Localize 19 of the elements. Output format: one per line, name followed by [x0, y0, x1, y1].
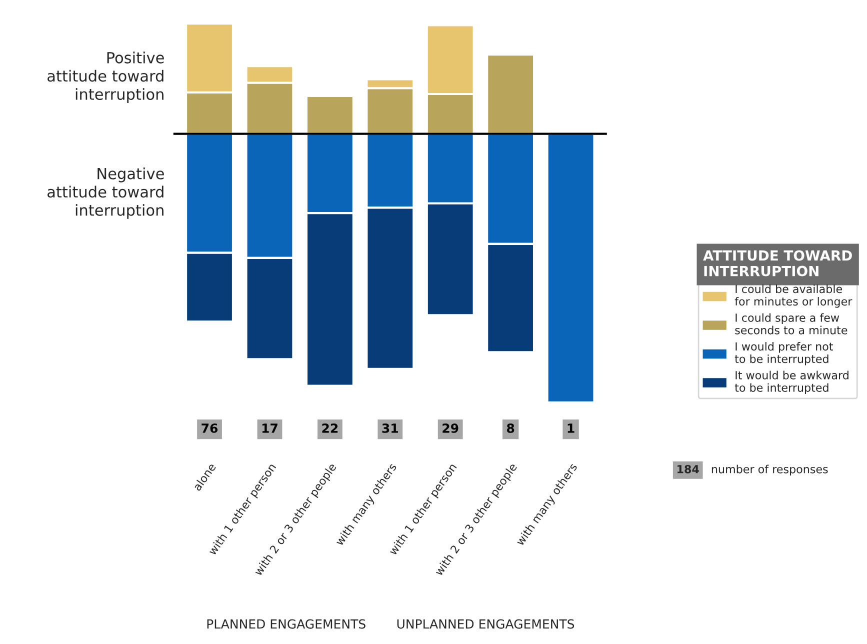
text: UNPLANNED ENGAGEMENTS	[397, 619, 574, 629]
text: 22	[322, 423, 338, 433]
text: 1	[568, 424, 574, 433]
text: PLANNED ENGAGEMENTS	[207, 619, 366, 629]
legend-label: I could be available for minutes or longer	[734, 284, 852, 308]
legend-title: ATTITUDE TOWARD INTERRUPTION	[703, 250, 852, 276]
text: 31	[382, 423, 398, 433]
text: Positive attitude toward interruption	[48, 52, 164, 103]
text: 29	[442, 423, 458, 433]
text: Negative attitude toward interruption	[48, 168, 164, 219]
bar	[546, 132, 596, 404]
text: 76	[202, 423, 218, 433]
text: 8	[506, 423, 514, 433]
text: 184	[678, 464, 699, 474]
legend-label: I could spare a few seconds to a minute	[735, 313, 848, 334]
text: 17	[262, 424, 278, 433]
text: number of responses	[712, 464, 828, 476]
legend-label: I would prefer not to be interrupted	[734, 342, 833, 366]
legend-label: It would be awkward to be interrupted	[734, 370, 848, 394]
